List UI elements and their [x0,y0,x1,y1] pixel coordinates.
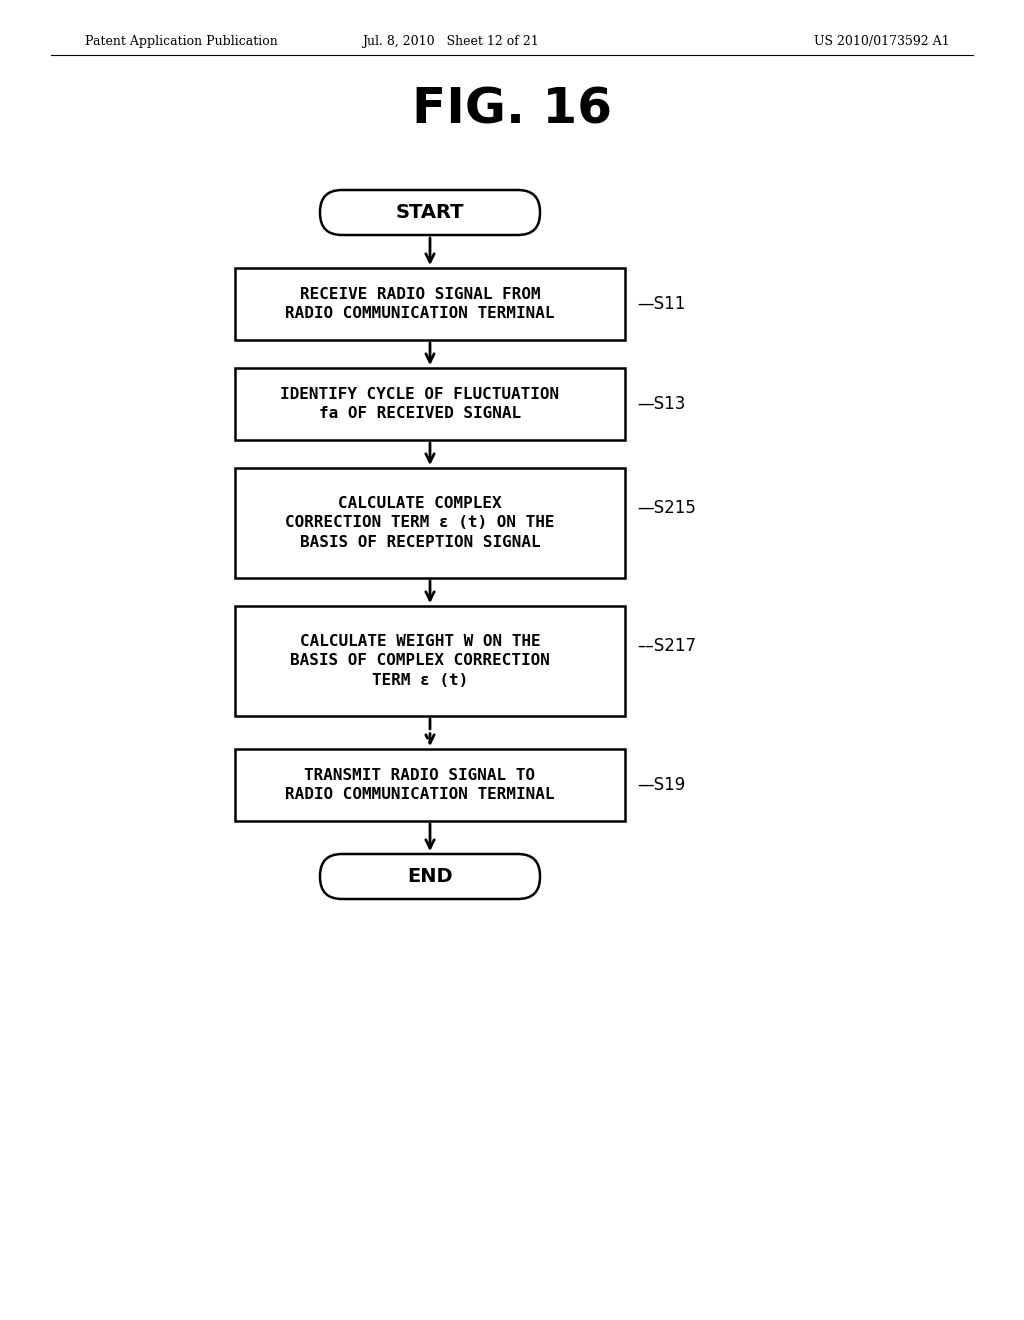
Text: Patent Application Publication: Patent Application Publication [85,36,278,48]
Text: RECEIVE RADIO SIGNAL FROM
RADIO COMMUNICATION TERMINAL: RECEIVE RADIO SIGNAL FROM RADIO COMMUNIC… [286,286,555,321]
Text: —S215: —S215 [637,499,696,517]
Text: IDENTIFY CYCLE OF FLUCTUATION
fa OF RECEIVED SIGNAL: IDENTIFY CYCLE OF FLUCTUATION fa OF RECE… [281,387,559,421]
Text: TRANSMIT RADIO SIGNAL TO
RADIO COMMUNICATION TERMINAL: TRANSMIT RADIO SIGNAL TO RADIO COMMUNICA… [286,768,555,803]
Bar [234,368,625,440]
Text: —S19: —S19 [637,776,685,795]
Text: END: END [408,867,453,886]
Bar [234,268,625,341]
Text: CALCULATE COMPLEX
CORRECTION TERM ε (t) ON THE
BASIS OF RECEPTION SIGNAL: CALCULATE COMPLEX CORRECTION TERM ε (t) … [286,496,555,550]
Bar [234,606,625,715]
Text: —S13: —S13 [637,395,685,413]
Text: START: START [395,203,464,222]
Text: —S11: —S11 [637,294,685,313]
Text: CALCULATE WEIGHT W ON THE
BASIS OF COMPLEX CORRECTION
TERM ε (t): CALCULATE WEIGHT W ON THE BASIS OF COMPL… [290,634,550,688]
Text: Jul. 8, 2010   Sheet 12 of 21: Jul. 8, 2010 Sheet 12 of 21 [361,36,539,48]
Bar [234,748,625,821]
FancyBboxPatch shape [319,854,540,899]
FancyBboxPatch shape [319,190,540,235]
Text: US 2010/0173592 A1: US 2010/0173592 A1 [814,36,950,48]
Text: FIG. 16: FIG. 16 [412,84,612,133]
Text: ––S217: ––S217 [637,638,696,655]
Bar [234,469,625,578]
